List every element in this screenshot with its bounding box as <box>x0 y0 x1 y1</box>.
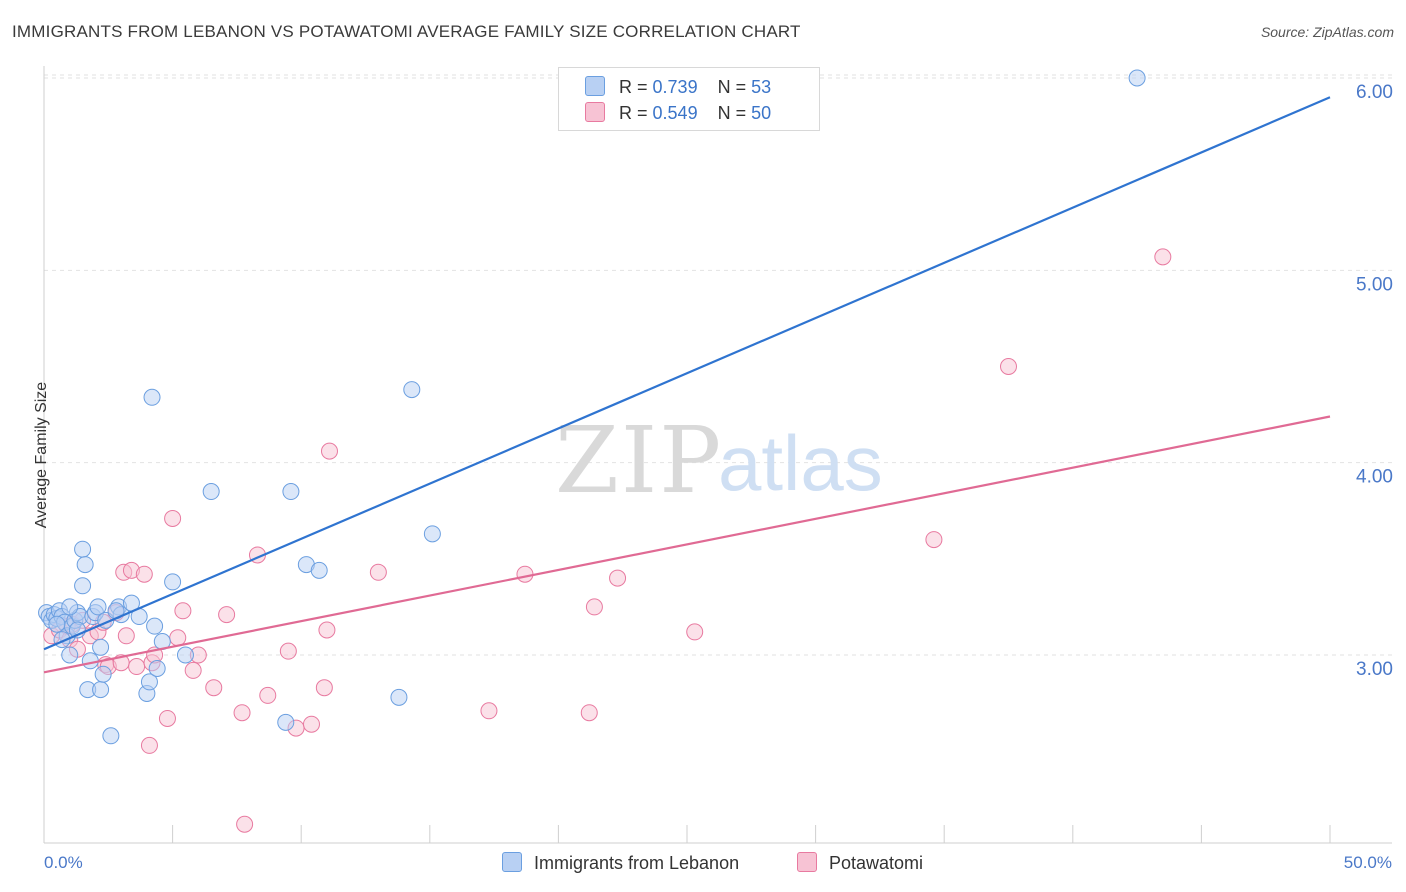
bottom-legend-label: Immigrants from Lebanon <box>534 853 740 873</box>
potawatomi-point <box>302 715 320 733</box>
lebanon-point <box>310 561 328 579</box>
potawatomi-point <box>580 704 598 722</box>
bottom-legend-swatch-blue <box>502 852 522 872</box>
axes <box>43 66 1392 844</box>
lebanon-point <box>140 673 158 691</box>
trend-lines <box>43 96 1331 674</box>
lebanon-point <box>102 727 120 745</box>
potawatomi-point <box>164 509 182 527</box>
potawatomi-point <box>279 642 297 660</box>
potawatomi-point <box>1000 358 1017 375</box>
potawatomi-point <box>218 606 236 624</box>
watermark-atlas: atlas <box>718 419 883 507</box>
potawatomi-point <box>686 623 704 641</box>
y-tick-label: 3.00 <box>1356 659 1393 680</box>
lebanon-point <box>277 713 295 731</box>
bottom-legend-lebanon: Immigrants from Lebanon <box>502 852 739 874</box>
potawatomi-point <box>236 815 254 833</box>
series-potawatomi-points <box>43 248 1172 833</box>
potawatomi-point <box>516 565 534 583</box>
potawatomi-point <box>233 704 251 722</box>
lebanon-point <box>148 659 166 677</box>
x-tick-min: 0.0% <box>44 853 83 872</box>
potawatomi-point <box>128 658 146 676</box>
legend-swatch-pink <box>585 102 605 122</box>
potawatomi-point <box>184 661 202 679</box>
lebanon-trend-line <box>43 96 1331 651</box>
lebanon-point <box>282 483 300 501</box>
x-tick-max: 50.0% <box>1343 853 1392 872</box>
legend-row-potawatomi: R = 0.549 N = 50 <box>585 102 771 126</box>
lebanon-point <box>403 381 421 399</box>
y-axis-label: Average Family Size <box>33 381 50 529</box>
legend-r-value: 0.549 <box>652 103 698 123</box>
lebanon-point <box>92 638 110 656</box>
lebanon-point <box>74 540 92 558</box>
lebanon-point <box>61 598 79 616</box>
lebanon-point <box>61 646 79 664</box>
legend-r-value: 0.739 <box>652 77 698 97</box>
legend-row-lebanon: R = 0.739 N = 53 <box>585 76 771 100</box>
potawatomi-point <box>585 598 603 616</box>
potawatomi-point <box>1154 248 1172 266</box>
potawatomi-point <box>480 702 498 720</box>
legend-n-label: N = <box>717 77 747 97</box>
potawatomi-point <box>320 442 338 460</box>
potawatomi-point <box>158 709 176 727</box>
source-label: Source: ZipAtlas.com <box>1260 24 1394 40</box>
bottom-legend-potawatomi: Potawatomi <box>797 852 923 874</box>
bottom-legend-label: Potawatomi <box>829 853 924 873</box>
potawatomi-point <box>315 679 333 697</box>
watermark-zip: ZIP <box>555 407 723 514</box>
potawatomi-point <box>259 686 277 704</box>
lebanon-point <box>74 577 92 595</box>
lebanon-point <box>89 598 107 616</box>
potawatomi-point <box>140 736 158 754</box>
legend-n-label: N = <box>717 103 747 123</box>
legend-swatch-blue <box>585 76 605 96</box>
y-tick-label: 4.00 <box>1356 467 1393 488</box>
bottom-legend-swatch-pink <box>797 852 817 872</box>
lebanon-point <box>423 525 441 543</box>
lebanon-point <box>176 646 194 664</box>
potawatomi-point <box>925 531 943 549</box>
potawatomi-point <box>174 602 192 620</box>
potawatomi-point <box>318 621 336 639</box>
lebanon-point <box>92 681 110 699</box>
correlation-legend: R = 0.739 N = 53 R = 0.549 N = 50 <box>558 67 820 131</box>
lebanon-point <box>164 573 182 591</box>
lebanon-point <box>81 652 99 670</box>
potawatomi-trend-line <box>43 415 1331 674</box>
potawatomi-point <box>369 563 387 581</box>
grid-lines <box>44 74 1392 656</box>
y-tick-label: 5.00 <box>1356 274 1393 295</box>
lebanon-point <box>48 615 66 633</box>
lebanon-point <box>94 665 112 683</box>
potawatomi-point <box>205 679 223 697</box>
lebanon-point <box>143 388 161 406</box>
legend-r-label: R = <box>619 103 648 123</box>
lebanon-point <box>76 556 94 574</box>
lebanon-point <box>1128 69 1146 87</box>
y-tick-labels: 3.00 4.00 5.00 6.00 <box>1356 82 1393 680</box>
potawatomi-point <box>117 627 135 645</box>
series-lebanon-points <box>38 69 1146 745</box>
lebanon-point <box>146 617 164 635</box>
y-tick-label: 6.00 <box>1356 82 1393 103</box>
potawatomi-point <box>135 565 153 583</box>
potawatomi-point <box>169 629 187 647</box>
lebanon-point <box>202 483 220 501</box>
axis-ticks <box>43 825 1331 843</box>
legend-n-value: 50 <box>751 103 772 123</box>
lebanon-point <box>390 688 408 706</box>
legend-r-label: R = <box>619 77 648 97</box>
chart-title: IMMIGRANTS FROM LEBANON VS POTAWATOMI AV… <box>12 22 801 41</box>
legend-n-value: 53 <box>751 77 772 97</box>
watermark: ZIP atlas <box>555 407 883 514</box>
potawatomi-point <box>609 569 627 587</box>
